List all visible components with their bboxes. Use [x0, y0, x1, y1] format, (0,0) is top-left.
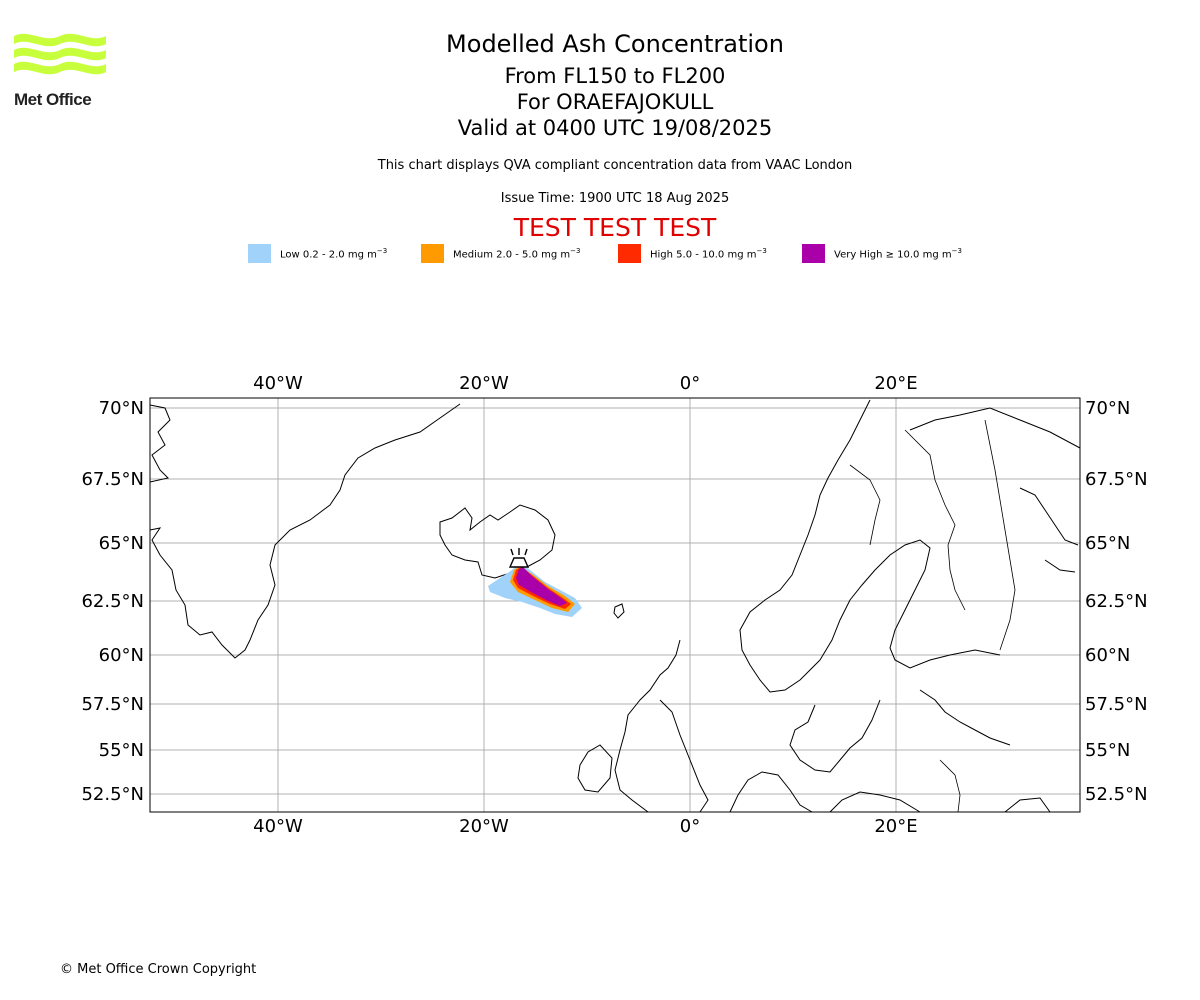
lat-label-left-70: 70°N — [99, 398, 144, 419]
logo-text: Met Office — [14, 90, 92, 109]
flight-levels: From FL150 to FL200 — [504, 64, 726, 88]
lon-label-bottom-40w: 40°W — [253, 816, 303, 837]
legend-label-low: Low 0.2 - 2.0 mg m — [280, 249, 377, 261]
gridlines — [150, 398, 1080, 812]
chart-subtitle: This chart displays QVA compliant concen… — [377, 158, 853, 173]
scotland-coast — [614, 639, 681, 813]
chart-title: Modelled Ash Concentration — [446, 30, 784, 58]
lon-label-top-40w: 40°W — [253, 373, 303, 394]
faroe-coast — [613, 603, 625, 619]
map-frame — [149, 397, 1081, 813]
coastlines — [149, 399, 1081, 813]
lat-label-right-62-5: 62.5°N — [1085, 591, 1148, 612]
legend-swatch-low — [248, 244, 271, 263]
lat-label-left-65: 65°N — [99, 533, 144, 554]
lat-label-left-60: 60°N — [99, 645, 144, 666]
legend-swatch-very-high — [802, 244, 825, 263]
ireland-coast — [577, 744, 613, 793]
lat-label-right-60: 60°N — [1085, 645, 1130, 666]
legend-label-high: High 5.0 - 10.0 mg m — [650, 249, 757, 261]
country-borders — [849, 419, 1016, 813]
axis-labels: 40°W 20°W 0° 20°E 40°W 20°W 0° 20°E 70°N… — [81, 373, 1147, 837]
ash-plume — [488, 562, 582, 617]
lon-label-top-0: 0° — [680, 373, 700, 394]
lon-label-bottom-0: 0° — [680, 816, 700, 837]
legend-swatch-medium — [421, 244, 444, 263]
lon-label-top-20w: 20°W — [459, 373, 509, 394]
valid-time: Valid at 0400 UTC 19/08/2025 — [457, 116, 773, 140]
met-office-logo: Met Office — [14, 30, 108, 109]
volcano-icon — [508, 548, 530, 568]
kola-coast — [909, 407, 1081, 449]
lat-label-right-67-5: 67.5°N — [1085, 469, 1148, 490]
lat-label-right-55: 55°N — [1085, 740, 1130, 761]
lat-label-left-55: 55°N — [99, 740, 144, 761]
lat-label-left-52-5: 52.5°N — [81, 784, 144, 805]
sweden-finland-coast — [819, 539, 1001, 669]
legend-label-very-high: Very High ≥ 10.0 mg m — [834, 249, 952, 261]
baltic-coast — [789, 689, 1011, 773]
legend-swatch-high — [618, 244, 641, 263]
met-office-waves-icon — [14, 33, 106, 75]
lon-label-bottom-20w: 20°W — [459, 816, 509, 837]
white-sea-coast — [1019, 487, 1079, 573]
lat-label-right-57-5: 57.5°N — [1085, 694, 1148, 715]
test-banner: TEST TEST TEST — [513, 213, 717, 242]
lat-label-right-52-5: 52.5°N — [1085, 784, 1148, 805]
copyright: © Met Office Crown Copyright — [60, 962, 257, 977]
continent-coast — [729, 771, 1051, 813]
lat-label-left-57-5: 57.5°N — [81, 694, 144, 715]
iceland-coast — [439, 504, 556, 579]
lat-label-right-70: 70°N — [1085, 398, 1130, 419]
legend-label-medium: Medium 2.0 - 5.0 mg m — [453, 249, 571, 261]
volcano-name: For ORAEFAJOKULL — [516, 90, 714, 114]
ash-very-high — [516, 567, 567, 606]
greenland-coast — [149, 403, 461, 659]
lon-label-top-20e: 20°E — [874, 373, 917, 394]
issue-time: Issue Time: 1900 UTC 18 Aug 2025 — [500, 191, 730, 206]
lat-label-right-65: 65°N — [1085, 533, 1130, 554]
lat-label-left-67-5: 67.5°N — [81, 469, 144, 490]
lon-label-bottom-20e: 20°E — [874, 816, 917, 837]
norway-coast — [739, 399, 871, 693]
britain-east-coast — [659, 699, 709, 813]
lat-label-left-62-5: 62.5°N — [81, 591, 144, 612]
